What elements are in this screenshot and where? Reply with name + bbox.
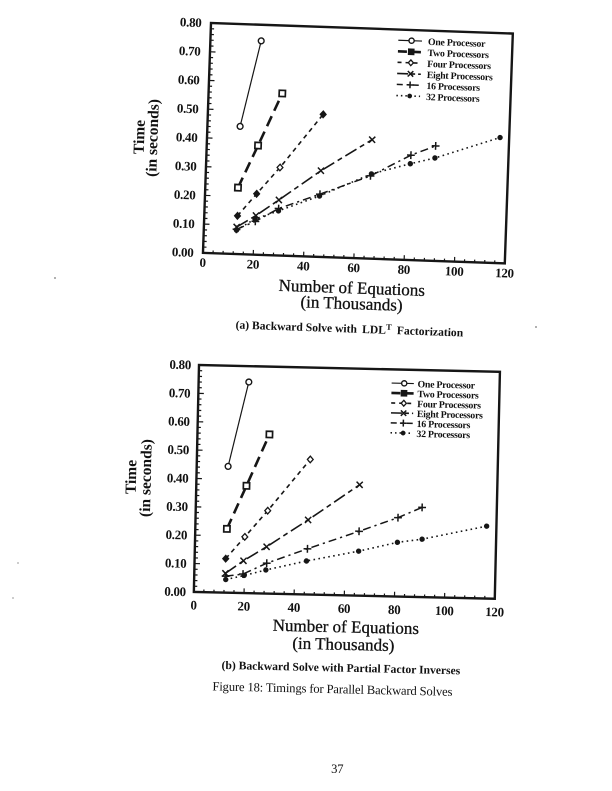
svg-text:100: 100: [435, 603, 454, 618]
svg-text:60: 60: [347, 260, 360, 275]
svg-text:80: 80: [397, 262, 410, 277]
svg-text:(in Thousands): (in Thousands): [300, 292, 403, 315]
svg-text:0.10: 0.10: [173, 215, 195, 231]
svg-text:Eight Processors: Eight Processors: [427, 70, 494, 83]
svg-text:0.50: 0.50: [177, 101, 199, 117]
svg-text:40: 40: [287, 600, 300, 615]
svg-text:0.00: 0.00: [172, 244, 194, 260]
svg-text:0.60: 0.60: [168, 413, 190, 428]
svg-text:0.60: 0.60: [178, 72, 200, 88]
svg-text:Two Processors: Two Processors: [427, 48, 489, 61]
svg-text:Time: Time: [123, 460, 141, 495]
svg-text:80: 80: [388, 602, 401, 617]
svg-text:40: 40: [297, 258, 310, 273]
svg-text:0.40: 0.40: [167, 470, 189, 485]
svg-text:32 Processors: 32 Processors: [416, 429, 470, 441]
svg-text:0: 0: [199, 255, 206, 270]
svg-text:Number of Equations: Number of Equations: [278, 276, 425, 300]
svg-text:One Processor: One Processor: [428, 37, 486, 50]
svg-text:(in seconds): (in seconds): [137, 439, 156, 517]
svg-text:20: 20: [246, 256, 259, 271]
svg-text:0.50: 0.50: [167, 442, 189, 457]
svg-text:0.20: 0.20: [165, 527, 187, 542]
svg-text:100: 100: [445, 263, 464, 279]
svg-text:60: 60: [338, 601, 351, 616]
svg-text:0.10: 0.10: [165, 555, 187, 570]
svg-text:Four Processors: Four Processors: [427, 59, 491, 72]
svg-text:(in Thousands): (in Thousands): [292, 634, 395, 655]
svg-text:0.20: 0.20: [174, 187, 196, 203]
svg-text:0.70: 0.70: [169, 385, 191, 400]
svg-text:0: 0: [190, 597, 197, 612]
svg-text:Number of Equations: Number of Equations: [273, 616, 420, 638]
svg-text:(a) Backward Solve with LDLT: (a) Backward Solve with LDLT Factorizati…: [235, 317, 464, 340]
svg-text:16 Processors: 16 Processors: [417, 419, 471, 431]
svg-text:32 Processors: 32 Processors: [426, 92, 480, 105]
svg-text:(in seconds): (in seconds): [143, 99, 163, 177]
svg-text:0.40: 0.40: [176, 129, 198, 145]
svg-text:16 Processors: 16 Processors: [426, 81, 480, 94]
svg-text:Time: Time: [131, 119, 149, 154]
svg-text:(b) Backward Solve with Partia: (b) Backward Solve with Partial Factor I…: [221, 659, 460, 677]
svg-text:Two Processors: Two Processors: [417, 389, 479, 401]
svg-text:0.80: 0.80: [169, 357, 191, 372]
svg-text:0.30: 0.30: [166, 499, 188, 514]
svg-text:120: 120: [485, 604, 504, 619]
svg-text:Eight Processors: Eight Processors: [417, 409, 483, 421]
svg-text:20: 20: [237, 598, 250, 613]
svg-text:0.00: 0.00: [164, 584, 186, 599]
svg-text:One Processor: One Processor: [417, 379, 475, 391]
svg-text:120: 120: [495, 265, 514, 281]
svg-text:0.30: 0.30: [175, 158, 197, 174]
svg-text:0.70: 0.70: [179, 43, 201, 59]
svg-text:Figure 18: Timings for Paralle: Figure 18: Timings for Parallel Backward…: [212, 679, 452, 698]
svg-text:0.80: 0.80: [180, 14, 202, 30]
svg-text:37: 37: [331, 762, 343, 776]
svg-text:Four Processors: Four Processors: [417, 399, 481, 411]
